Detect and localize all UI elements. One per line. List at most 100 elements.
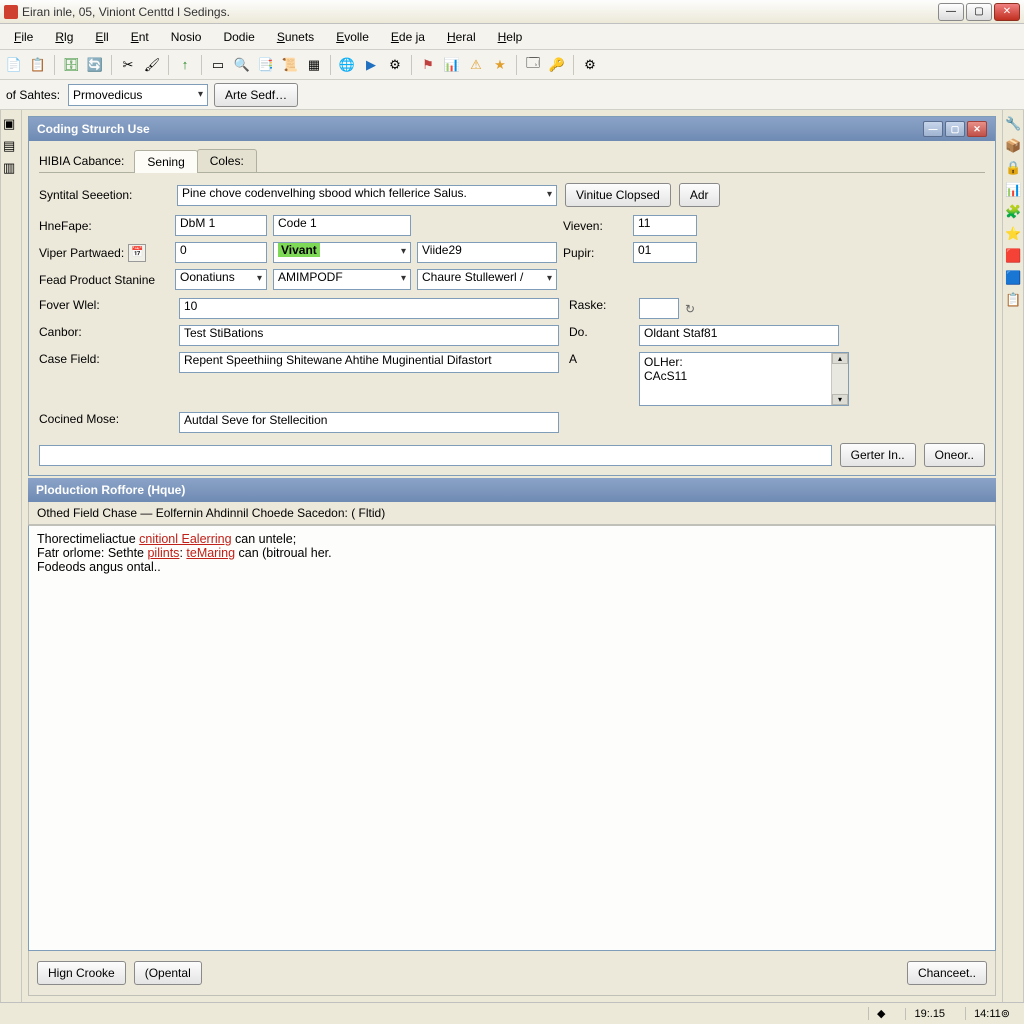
hnefape-field-b[interactable]: Code 1	[273, 215, 411, 236]
panel-max-icon[interactable]: ▢	[945, 121, 965, 137]
rail-item1-icon[interactable]: ▣	[3, 116, 19, 132]
refresh-icon[interactable]: ↻	[685, 302, 695, 316]
tool-warn-icon[interactable]: ⚠	[466, 55, 486, 75]
menu-evolle[interactable]: Evolle	[326, 27, 379, 47]
rr-icon-6[interactable]: ⭐	[1005, 226, 1021, 242]
tool-brush-icon[interactable]: 🖌	[142, 55, 162, 75]
tool-open-icon[interactable]: 📋	[28, 55, 48, 75]
rr-icon-7[interactable]: 🟥	[1005, 248, 1021, 264]
canbor-field[interactable]: Test StiBations	[179, 325, 559, 346]
rr-icon-1[interactable]: 🔧	[1005, 116, 1021, 132]
rr-icon-8[interactable]: 🟦	[1005, 270, 1021, 286]
tool-chart-icon[interactable]: 📊	[442, 55, 462, 75]
tool-flag-icon[interactable]: ⚑	[418, 55, 438, 75]
menu-ent[interactable]: Ent	[121, 27, 159, 47]
tool-window-icon[interactable]: 🗔	[523, 55, 543, 75]
tool-doc-icon[interactable]: 📑	[256, 55, 276, 75]
context-label: of Sahtes:	[6, 88, 60, 102]
do-field[interactable]: Oldant Staf81	[639, 325, 839, 346]
fead-field-a[interactable]: Oonatiuns	[175, 269, 267, 290]
panel-close-icon[interactable]: ✕	[967, 121, 987, 137]
tool-globe-icon[interactable]: 🌐	[337, 55, 357, 75]
raske-field[interactable]	[639, 298, 679, 319]
oneor-button[interactable]: Oneor..	[924, 443, 985, 467]
do-label: Do.	[569, 325, 629, 339]
chanceet-button[interactable]: Chanceet..	[907, 961, 987, 985]
adr-button[interactable]: Adr	[679, 183, 720, 207]
status-indicator-icon: ◆	[868, 1007, 893, 1020]
rail-item2-icon[interactable]: ▤	[3, 138, 19, 154]
tool-search-icon[interactable]: 🔍	[232, 55, 252, 75]
menu-ell[interactable]: Ell	[85, 27, 118, 47]
a-label: A	[569, 352, 629, 366]
cocined-field[interactable]: Autdal Seve for Stellecition	[179, 412, 559, 433]
output-textarea[interactable]: Thorectimeliactue cnitionl Ealerring can…	[28, 525, 996, 951]
filter-input[interactable]	[39, 445, 832, 466]
tool-list-icon[interactable]: 📜	[280, 55, 300, 75]
tool-play-icon[interactable]: ▶	[361, 55, 381, 75]
window-titlebar: Eiran inle, 05, Viniont Centtd l Sedings…	[0, 0, 1024, 24]
right-tool-rail: 🔧 📦 🔒 📊 🧩 ⭐ 🟥 🟦 📋	[1002, 110, 1024, 1002]
fover-field[interactable]: 10	[179, 298, 559, 319]
tool-db-icon[interactable]: 🗄	[61, 55, 81, 75]
case-field[interactable]: Repent Speethiing Shitewane Ahtihe Mugin…	[179, 352, 559, 373]
fead-field-c[interactable]: Chaure Stullewerl /	[417, 269, 557, 290]
tool-gear-icon[interactable]: ⚙	[385, 55, 405, 75]
menu-help[interactable]: Help	[488, 27, 533, 47]
tool-sync-icon[interactable]: 🔄	[85, 55, 105, 75]
hnefape-label: HneFape:	[39, 219, 169, 233]
rr-icon-3[interactable]: 🔒	[1005, 160, 1021, 176]
rr-icon-2[interactable]: 📦	[1005, 138, 1021, 154]
maximize-button[interactable]: ▢	[966, 3, 992, 21]
status-bar: ◆ 19:.15 14:11⊚	[0, 1002, 1024, 1024]
vinitue-button[interactable]: Vinitue Clopsed	[565, 183, 671, 207]
gerter-button[interactable]: Gerter In..	[840, 443, 916, 467]
tool-grid-icon[interactable]: ▦	[304, 55, 324, 75]
context-combo[interactable]: Prmovedicus	[68, 84, 208, 106]
tool-star-icon[interactable]: ★	[490, 55, 510, 75]
tool-box-icon[interactable]: ▭	[208, 55, 228, 75]
cocined-label: Cocined Mose:	[39, 412, 169, 426]
rail-item3-icon[interactable]: ▥	[3, 160, 19, 176]
error-span: teMaring	[186, 546, 235, 560]
rr-icon-4[interactable]: 📊	[1005, 182, 1021, 198]
calendar-icon[interactable]: 📅	[128, 244, 146, 262]
context-action-button[interactable]: Arte Sedf…	[214, 83, 298, 107]
a-listbox[interactable]: OLHer: CAcS11 ▴▾	[639, 352, 849, 406]
panel-min-icon[interactable]: —	[923, 121, 943, 137]
rr-icon-5[interactable]: 🧩	[1005, 204, 1021, 220]
viper-field-c[interactable]: Viide29	[417, 242, 557, 263]
menu-sunets[interactable]: Sunets	[267, 27, 324, 47]
output-header: Ploduction Roffore (Hque)	[28, 478, 996, 502]
rr-icon-9[interactable]: 📋	[1005, 292, 1021, 308]
coding-panel-header: Coding Strurch Use — ▢ ✕	[29, 117, 995, 141]
tool-key-icon[interactable]: 🔑	[547, 55, 567, 75]
menu-heral[interactable]: Heral	[437, 27, 486, 47]
viper-field-b[interactable]: Vivant	[273, 242, 411, 263]
viper-field-a[interactable]: 0	[175, 242, 267, 263]
hnefape-field-a[interactable]: DbM 1	[175, 215, 267, 236]
listbox-scrollbar[interactable]: ▴▾	[831, 353, 848, 405]
tab-coles[interactable]: Coles:	[197, 149, 257, 172]
opental-button[interactable]: (Opental	[134, 961, 202, 985]
context-bar: of Sahtes: Prmovedicus Arte Sedf…	[0, 80, 1024, 110]
vieven-field[interactable]: 11	[633, 215, 697, 236]
menu-edeja[interactable]: Ede ja	[381, 27, 435, 47]
menu-dodie[interactable]: Dodie	[213, 27, 264, 47]
close-button[interactable]: ✕	[994, 3, 1020, 21]
pupir-label: Pupir:	[563, 246, 627, 260]
menu-file[interactable]: File	[4, 27, 43, 47]
hign-button[interactable]: Hign Crooke	[37, 961, 126, 985]
tool-up-icon[interactable]: ↑	[175, 55, 195, 75]
tool-new-icon[interactable]: 📄	[4, 55, 24, 75]
fead-field-b[interactable]: AMIMPODF	[273, 269, 411, 290]
case-label: Case Field:	[39, 352, 169, 366]
minimize-button[interactable]: —	[938, 3, 964, 21]
menu-rlg[interactable]: Rlg	[45, 27, 83, 47]
syntital-combo[interactable]: Pine chove codenvelhing sbood which fell…	[177, 185, 557, 206]
pupir-field[interactable]: 01	[633, 242, 697, 263]
tool-cog-icon[interactable]: ⚙	[580, 55, 600, 75]
menu-nosio[interactable]: Nosio	[161, 27, 212, 47]
tab-sening[interactable]: Sening	[134, 150, 197, 173]
tool-cut-icon[interactable]: ✂	[118, 55, 138, 75]
